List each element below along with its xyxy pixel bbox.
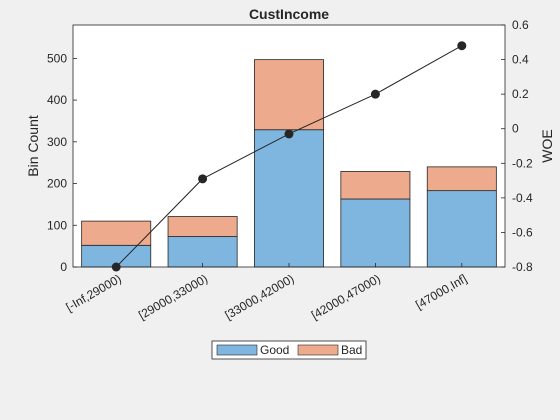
y-tick-label-0: 0 <box>60 260 67 274</box>
left-axis: 0 100 200 300 400 500 <box>47 51 77 274</box>
y-tick-label-4: 400 <box>47 93 67 107</box>
y2-tick-label-2: -0.4 <box>512 191 533 205</box>
legend[interactable]: Good Bad <box>211 340 367 360</box>
legend-label-good: Good <box>260 343 289 357</box>
bar-bad-0 <box>81 220 152 246</box>
x-tick-label-2: [33000,42000) <box>222 271 296 322</box>
bar-bad-2 <box>254 59 324 131</box>
y2-tick-label-1: -0.6 <box>512 225 533 239</box>
bar-good-3 <box>340 198 411 268</box>
y-tick-label-3: 300 <box>47 135 67 149</box>
legend-swatch-good <box>216 344 258 356</box>
y2-tick-label-5: 0.2 <box>512 87 529 101</box>
woe-point-4 <box>457 41 467 51</box>
bar-bad-3 <box>340 171 411 200</box>
x-tick-label-1: [29000,33000) <box>136 271 210 322</box>
bars-layer <box>81 59 497 268</box>
legend-swatch-bad <box>297 344 339 356</box>
y2-tick-label-3: -0.2 <box>512 156 533 170</box>
woe-line-layer <box>111 41 467 272</box>
woe-point-1 <box>198 174 208 184</box>
x-tick-label-4: [47000,Inf] <box>413 271 469 311</box>
y2-axis-label: WOE <box>539 129 555 162</box>
y2-tick-label-4: 0 <box>512 122 519 136</box>
bar-good-1 <box>167 236 238 268</box>
y-tick-label-1: 100 <box>47 218 67 232</box>
right-axis: -0.8 -0.6 -0.4 -0.2 0 0.2 0.4 0.6 <box>501 18 533 274</box>
y2-tick-label-6: 0.4 <box>512 53 529 67</box>
y2-tick-label-0: -0.8 <box>512 260 533 274</box>
y2-tick-label-7: 0.6 <box>512 18 529 32</box>
chart-title: CustIncome <box>249 6 329 22</box>
x-tick-label-3: [42000,47000) <box>309 271 383 322</box>
y-tick-label-5: 500 <box>47 51 67 65</box>
bar-bad-1 <box>167 216 238 237</box>
bar-good-4 <box>426 190 497 268</box>
x-axis: [-Inf,29000) [29000,33000) [33000,42000) [4… <box>64 263 469 322</box>
bar-good-2 <box>254 129 324 268</box>
y-tick-label-2: 200 <box>47 177 67 191</box>
legend-label-bad: Bad <box>341 343 362 357</box>
woe-point-2 <box>284 129 294 139</box>
y-axis-label: Bin Count <box>25 115 41 177</box>
bar-bad-4 <box>426 166 497 192</box>
x-tick-label-0: [-Inf,29000) <box>64 271 124 314</box>
woe-point-3 <box>370 89 380 99</box>
